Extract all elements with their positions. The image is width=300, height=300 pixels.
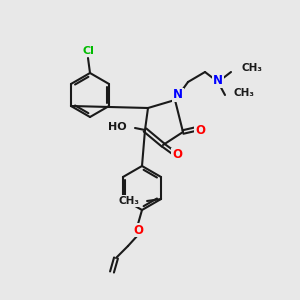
Text: CH₃: CH₃ <box>118 196 139 206</box>
Text: N: N <box>213 74 223 88</box>
Text: N: N <box>173 88 183 101</box>
Text: HO: HO <box>108 122 127 132</box>
Text: CH₃: CH₃ <box>233 88 254 98</box>
Text: Cl: Cl <box>82 46 94 56</box>
Text: O: O <box>195 124 205 136</box>
Text: O: O <box>172 148 182 161</box>
Text: CH₃: CH₃ <box>241 63 262 73</box>
Text: O: O <box>133 224 143 236</box>
